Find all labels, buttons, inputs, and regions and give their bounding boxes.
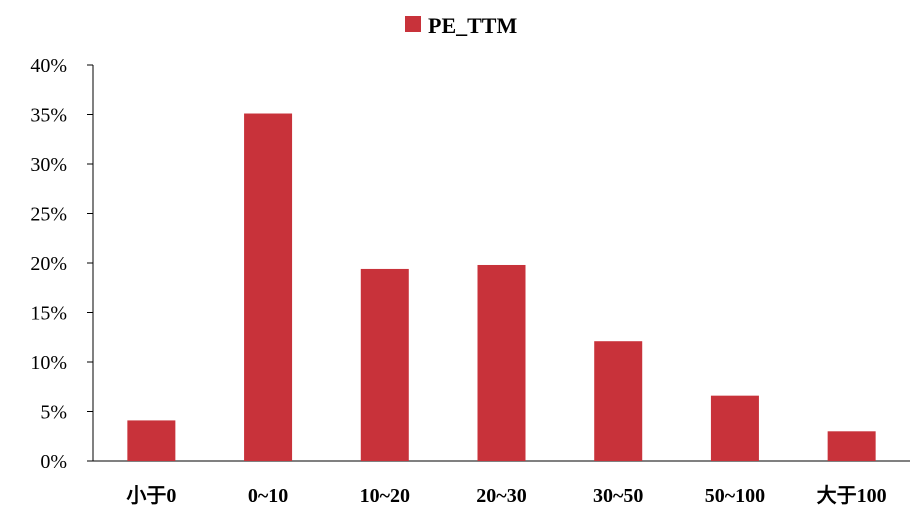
y-tick-label: 0% xyxy=(40,451,67,473)
bar-2 xyxy=(244,113,293,461)
legend-label-pe-ttm: PE_TTM xyxy=(428,13,517,38)
y-tick-label: 30% xyxy=(30,154,67,176)
bar-4 xyxy=(477,264,526,461)
y-tick-label: 35% xyxy=(30,105,67,127)
y-tick-label: 10% xyxy=(30,352,67,374)
y-tick-label: 25% xyxy=(30,204,67,226)
x-category-label: 50~100 xyxy=(705,485,765,507)
bar-6 xyxy=(710,395,759,461)
bar-1 xyxy=(127,420,176,461)
y-tick-label: 15% xyxy=(30,303,67,325)
x-category-label: 0~10 xyxy=(248,485,288,507)
bars xyxy=(127,113,876,461)
y-tick-label: 40% xyxy=(30,55,67,77)
x-category-label: 小于0 xyxy=(126,484,176,507)
y-tick-label: 20% xyxy=(30,253,67,275)
y-axis: 0% 5% 10% 15% 20% 25% 30% 35% 40% xyxy=(30,55,94,473)
x-category-label: 大于100 xyxy=(817,484,887,507)
x-category-label: 20~30 xyxy=(476,485,526,507)
x-axis: 小于0 0~10 10~20 20~30 30~50 50~100 大于100 xyxy=(93,460,910,507)
y-tick-label: 5% xyxy=(40,402,67,424)
bar-7 xyxy=(827,431,876,461)
x-category-label: 30~50 xyxy=(593,485,643,507)
legend: PE_TTM xyxy=(405,13,517,38)
bar-5 xyxy=(594,341,643,461)
bar-3 xyxy=(360,268,409,461)
x-category-label: 10~20 xyxy=(360,485,410,507)
legend-swatch xyxy=(405,16,421,32)
